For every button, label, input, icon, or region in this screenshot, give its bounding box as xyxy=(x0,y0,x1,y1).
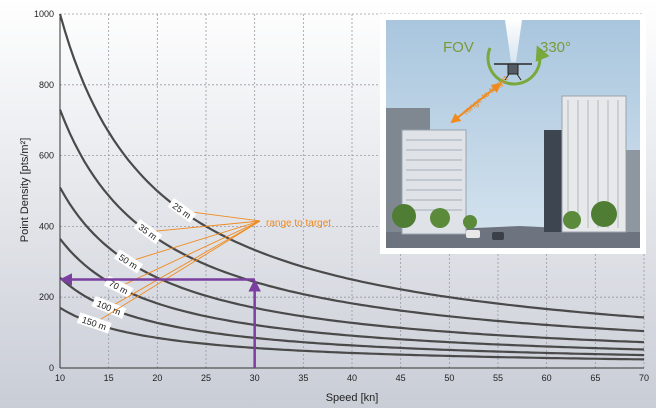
inset-car xyxy=(466,230,480,238)
inset-tree xyxy=(392,204,416,228)
x-tick-label: 15 xyxy=(104,373,114,383)
y-axis-label: Point Density [pts/m²] xyxy=(19,138,31,243)
inset-tree xyxy=(463,215,477,229)
y-tick-label: 1000 xyxy=(34,9,54,19)
series-line xyxy=(59,238,645,351)
range-leader-line xyxy=(93,220,261,324)
range-leader-line xyxy=(128,220,261,263)
y-tick-label: 600 xyxy=(39,151,54,161)
y-tick-label: 200 xyxy=(39,292,54,302)
x-tick-label: 30 xyxy=(250,373,260,383)
inset-car xyxy=(492,232,504,240)
x-tick-label: 60 xyxy=(542,373,552,383)
series-line xyxy=(59,186,645,344)
y-tick-label: 400 xyxy=(39,221,54,231)
series-label-bg xyxy=(91,295,127,319)
series-label-bg xyxy=(113,249,143,274)
inset-fov-label: FOV xyxy=(443,39,474,56)
curves xyxy=(58,13,645,361)
x-tick-label: 45 xyxy=(396,373,406,383)
inset-tree xyxy=(430,208,450,228)
x-axis-label: Speed [kn] xyxy=(326,392,379,404)
range-leader-line xyxy=(147,220,261,233)
rotation-arrow-icon xyxy=(486,45,550,86)
range-leader-line xyxy=(181,210,261,222)
drone-icon xyxy=(494,63,532,81)
series-line xyxy=(59,306,645,361)
x-tick-label: 40 xyxy=(347,373,357,383)
range-leader-line xyxy=(118,220,261,288)
series-label-bg xyxy=(167,197,197,223)
inset-tree xyxy=(591,201,617,227)
scan-beam-icon xyxy=(505,20,522,62)
x-tick-label: 35 xyxy=(298,373,308,383)
inset-building-right-far xyxy=(626,150,640,232)
y-tick-label: 800 xyxy=(39,80,54,90)
y-tick-label: 0 xyxy=(49,363,54,373)
series-line xyxy=(58,13,645,319)
axes: 10 15 20 25 30 35 40 45 50 55 60 65 70 0 200 400 600 800 1… xyxy=(34,9,649,383)
series-line xyxy=(59,276,645,357)
inset-range-arrow xyxy=(450,82,502,124)
x-tick-label: 70 xyxy=(639,373,649,383)
series-label-bg xyxy=(76,312,112,334)
x-tick-label: 50 xyxy=(444,373,454,383)
inset-angle-label: 330° xyxy=(540,39,571,56)
x-tick-label: 10 xyxy=(55,373,65,383)
x-tick-label: 55 xyxy=(493,373,503,383)
series-label-bg xyxy=(103,275,134,299)
range-to-target-label: range to target xyxy=(266,218,331,229)
inset-tree xyxy=(563,211,581,229)
range-leader-line xyxy=(108,220,261,309)
series-label-bg xyxy=(133,218,163,245)
x-tick-label: 65 xyxy=(590,373,600,383)
x-tick-label: 25 xyxy=(201,373,211,383)
x-tick-label: 20 xyxy=(152,373,162,383)
inset-illustration: range to target FOV 330° xyxy=(380,14,646,254)
